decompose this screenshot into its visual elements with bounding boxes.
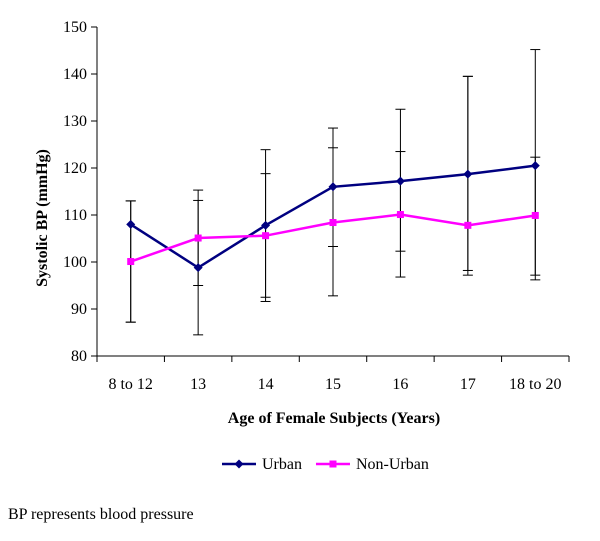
footnote: BP represents blood pressure: [8, 506, 194, 523]
data-point-urban: [193, 263, 203, 273]
x-tick-label: 8 to 12: [108, 376, 152, 393]
y-tick-label: 80: [71, 348, 87, 365]
series-markers: [126, 161, 540, 273]
legend-item-non-urban: Non-Urban: [315, 456, 429, 473]
data-point-non-urban: [127, 258, 135, 266]
data-point-non-urban: [396, 211, 404, 219]
x-tick-label: 16: [392, 376, 408, 393]
data-point-urban: [395, 176, 405, 186]
x-axis-title: Age of Female Subjects (Years): [228, 410, 440, 427]
data-point-urban: [126, 219, 136, 229]
x-tick-label: 17: [460, 376, 476, 393]
legend-label: Urban: [262, 456, 302, 473]
data-point-urban: [463, 169, 473, 179]
legend: Urban Non-Urban: [222, 456, 429, 473]
y-tick-label: 140: [63, 66, 87, 83]
x-tick-label: 14: [258, 376, 274, 393]
y-axis-title: Systolic BP (mmHg): [34, 149, 51, 287]
data-point-non-urban: [464, 221, 472, 229]
x-tick-label: 18 to 20: [509, 376, 561, 393]
y-tick-label: 110: [64, 207, 87, 224]
legend-swatch-marker: [234, 459, 244, 469]
data-point-non-urban: [329, 219, 337, 227]
data-point-urban: [261, 220, 271, 230]
x-axis: 8 to 12 13 14 15 16 17 18 to 20: [96, 355, 570, 393]
data-point-urban: [328, 182, 338, 192]
error-bars: [125, 49, 541, 336]
data-point-non-urban: [194, 234, 202, 242]
x-tick-label: 15: [325, 376, 341, 393]
data-point-non-urban: [262, 232, 270, 240]
x-tick-label: 13: [190, 376, 206, 393]
y-tick-label: 100: [63, 254, 87, 271]
legend-item-urban: Urban: [222, 456, 302, 473]
data-point-urban: [530, 161, 540, 171]
legend-swatch-marker: [329, 460, 337, 468]
data-point-non-urban: [531, 211, 539, 219]
y-axis: 80 90 100 110 120 130 140 150: [63, 19, 98, 365]
y-tick-label: 90: [71, 301, 87, 318]
y-tick-label: 130: [63, 113, 87, 130]
y-tick-label: 120: [63, 160, 87, 177]
y-tick-label: 150: [63, 19, 87, 36]
line-chart: 80 90 100 110 120 130 140 150 8 to 12 13 14 15 16 17…: [34, 19, 570, 473]
legend-label: Non-Urban: [356, 456, 429, 473]
